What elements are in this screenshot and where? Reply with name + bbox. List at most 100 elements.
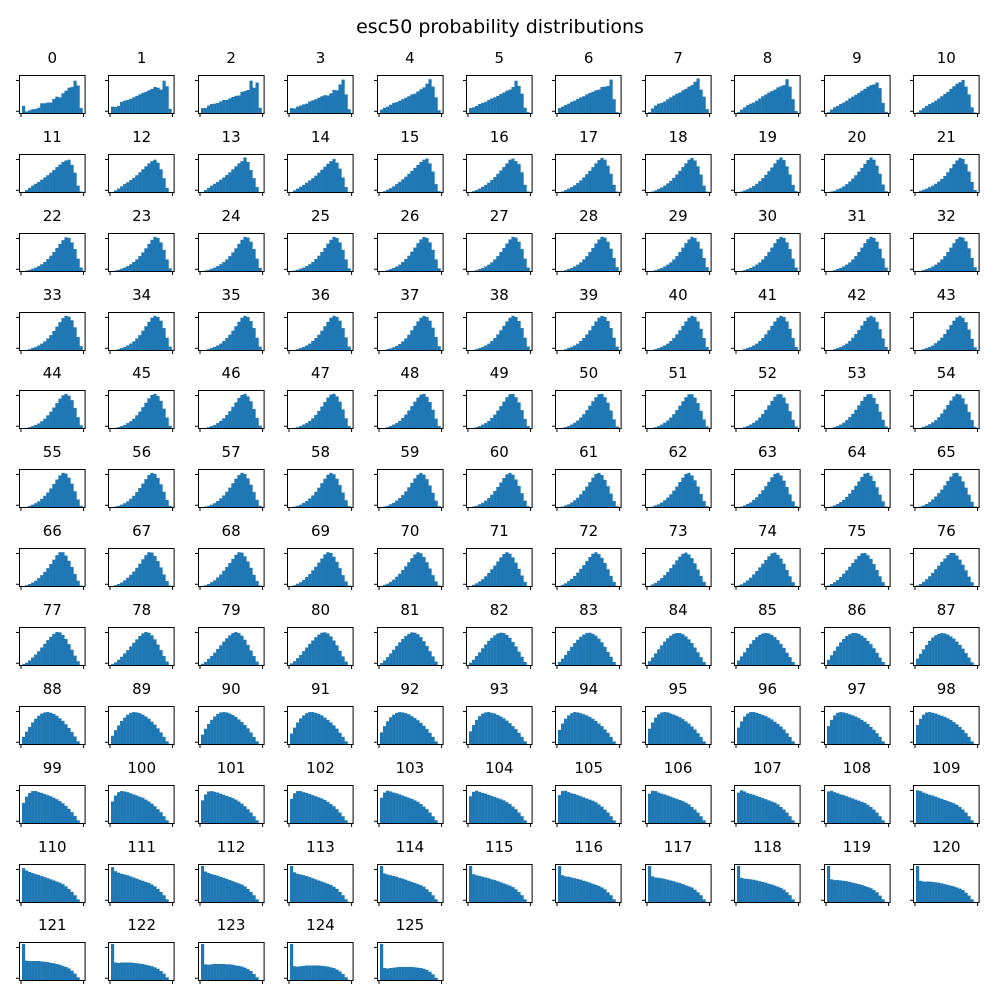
subplot-109: 109 (910, 759, 980, 827)
histogram-bar (579, 417, 583, 430)
histogram-bar (431, 656, 435, 666)
histogram-bar (859, 401, 864, 430)
histogram-bar (415, 801, 420, 824)
histogram-bar (859, 884, 864, 903)
subplot-8: 8 (731, 49, 801, 117)
histogram-bar (141, 252, 145, 272)
subplot-title: 118 (753, 837, 782, 856)
histogram-bar (949, 247, 953, 272)
histogram-bar (55, 479, 59, 509)
histogram-bar (788, 86, 792, 114)
histogram-bar (582, 797, 586, 824)
histogram-bar (258, 426, 262, 430)
histogram-bar (788, 894, 792, 903)
axes-frame (555, 153, 622, 193)
histogram-bar (788, 174, 792, 193)
histogram-bar (687, 159, 691, 193)
histogram-bar (431, 327, 435, 351)
histogram-bar (934, 796, 938, 824)
histogram-bar (52, 633, 56, 666)
histogram-bar (659, 877, 664, 903)
histogram-bar (400, 418, 404, 430)
histogram-bar (46, 258, 50, 272)
histogram-bar (862, 473, 867, 509)
histogram-bar (165, 417, 170, 430)
histogram-bar (931, 573, 935, 588)
histogram-bar (165, 187, 170, 193)
subplot-title: 74 (757, 522, 778, 541)
histogram-bar (218, 793, 223, 824)
histogram-bar (878, 815, 882, 824)
histogram-bar (678, 633, 682, 666)
histogram-bar (558, 794, 562, 824)
histogram-plot (284, 153, 354, 196)
histogram-bar (209, 268, 214, 272)
subplot-title: 79 (221, 600, 241, 619)
subplot-42: 42 (820, 286, 891, 354)
histogram-plot (16, 705, 86, 748)
histogram-bar (653, 583, 658, 588)
histogram-bar (61, 473, 65, 509)
histogram-bar (967, 329, 971, 351)
histogram-plot (16, 75, 86, 117)
histogram-bar (70, 242, 74, 272)
histogram-bar (141, 797, 145, 824)
histogram-plot (194, 311, 265, 354)
histogram-bar (240, 473, 244, 509)
subplot-63: 63 (731, 443, 801, 512)
subplot-title: 51 (668, 364, 688, 383)
histogram-bar (422, 806, 426, 824)
histogram-bar (928, 104, 932, 114)
histogram-bar (388, 104, 392, 114)
subplot-39: 39 (552, 286, 622, 354)
histogram-bar (147, 90, 151, 114)
histogram-bar (922, 881, 926, 903)
histogram-bar (514, 808, 518, 824)
histogram-bar (129, 499, 133, 509)
histogram-bar (64, 394, 68, 430)
histogram-bar (869, 85, 873, 114)
histogram-bar (958, 315, 962, 351)
histogram-bar (40, 961, 44, 982)
histogram-bar (61, 552, 65, 588)
histogram-bar (120, 347, 124, 351)
histogram-bar (782, 809, 786, 824)
histogram-bar (434, 581, 438, 588)
histogram-plot (463, 626, 533, 669)
histogram-bar (829, 719, 833, 745)
histogram-bar (296, 722, 300, 745)
histogram-bar (311, 640, 315, 666)
histogram-bar (696, 166, 700, 193)
subplot-88: 88 (16, 680, 86, 748)
histogram-bar (576, 182, 580, 193)
subplot-64: 64 (820, 443, 891, 512)
histogram-bar (472, 724, 476, 745)
histogram-bar (872, 481, 876, 509)
histogram-bar (511, 557, 515, 588)
histogram-bar (928, 267, 932, 272)
histogram-bar (603, 563, 608, 588)
axes-frame (555, 863, 622, 903)
histogram-bar (564, 718, 568, 745)
histogram-plot (731, 784, 801, 827)
histogram-bar (231, 252, 235, 272)
histogram-bar (403, 414, 408, 430)
histogram-bar (508, 473, 512, 509)
histogram-bar (347, 346, 351, 351)
histogram-bar (52, 251, 56, 272)
histogram-bar (237, 719, 241, 745)
axes-frame (197, 153, 265, 193)
histogram-plot (820, 705, 891, 748)
histogram-bar (228, 713, 232, 745)
histogram-plot (105, 942, 175, 985)
histogram-bar (656, 188, 661, 193)
histogram-bar (58, 243, 62, 272)
subplot-title: 87 (936, 600, 956, 619)
histogram-plot (731, 311, 801, 354)
histogram-bar (591, 247, 595, 272)
histogram-bar (609, 894, 614, 903)
histogram-bar (385, 790, 389, 824)
histogram-bar (135, 415, 139, 430)
histogram-bar (43, 712, 47, 745)
histogram-bar (785, 79, 789, 114)
